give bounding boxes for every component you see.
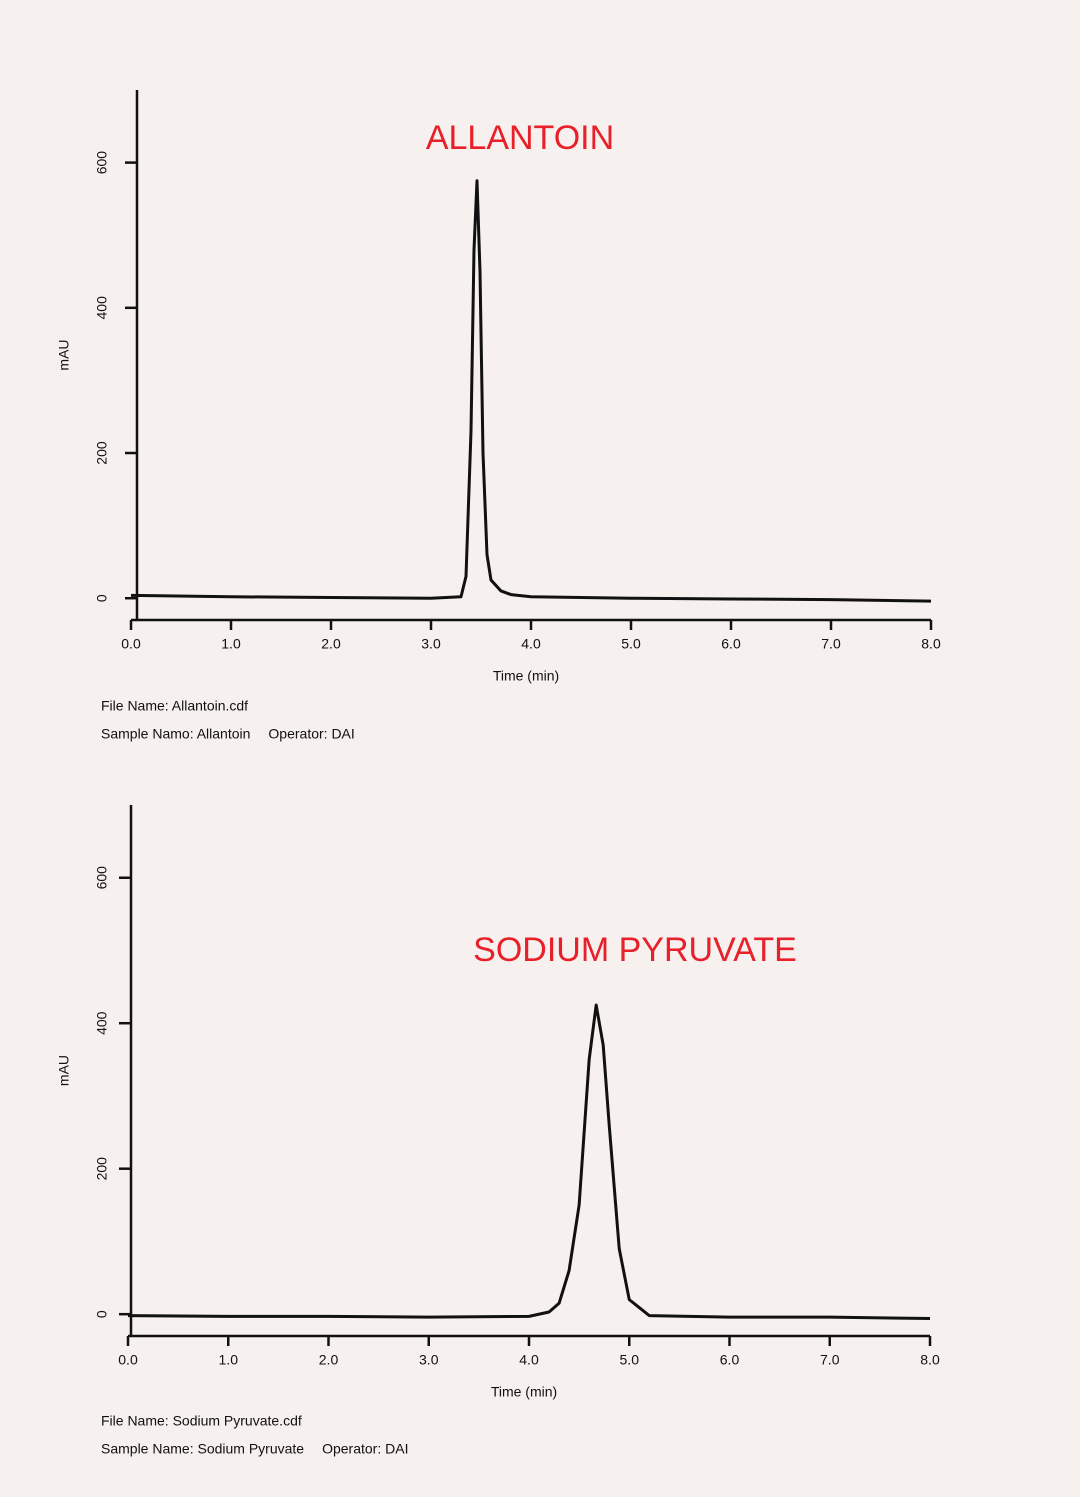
- x-tick-label: 1.0: [221, 636, 241, 652]
- annotation: SODIUM PYRUVATE: [473, 931, 797, 969]
- x-tick-label: 5.0: [621, 636, 641, 652]
- x-tick-label: 3.0: [419, 1352, 439, 1368]
- sample-name: Sample Namo: Allantoin: [101, 726, 250, 742]
- y-tick-label: 200: [94, 441, 110, 465]
- sample-name: Sample Name: Sodium Pyruvate: [101, 1441, 304, 1457]
- y-tick-label: 0: [94, 1310, 110, 1318]
- x-tick-label: 3.0: [421, 636, 441, 652]
- x-tick-label: 0.0: [121, 636, 141, 652]
- y-tick-label: 600: [94, 151, 110, 175]
- chromatogram-line: [127, 1003, 931, 1321]
- y-axis-label: mAU: [56, 339, 72, 370]
- x-tick-label: 6.0: [720, 1352, 740, 1368]
- x-axis-label: Time (min): [493, 668, 559, 684]
- x-tick-label: 5.0: [620, 1352, 640, 1368]
- x-tick-label: 2.0: [321, 636, 341, 652]
- y-tick-label: 0: [94, 594, 110, 602]
- x-tick-label: 1.0: [219, 1352, 239, 1368]
- y-tick-label: 600: [94, 866, 110, 890]
- x-tick-label: 7.0: [821, 636, 841, 652]
- y-axis-label: mAU: [56, 1055, 72, 1086]
- file-name: File Name: Allantoin.cdf: [101, 698, 248, 714]
- x-axis-label: Time (min): [491, 1384, 557, 1400]
- chromatogram-line: [130, 179, 932, 603]
- x-tick-label: 7.0: [820, 1352, 840, 1368]
- x-tick-label: 0.0: [118, 1352, 138, 1368]
- x-tick-label: 8.0: [920, 1352, 940, 1368]
- x-tick-label: 6.0: [721, 636, 741, 652]
- annotation: ALLANTOIN: [426, 119, 614, 157]
- x-tick-label: 4.0: [521, 636, 541, 652]
- x-tick-label: 8.0: [921, 636, 941, 652]
- y-tick-label: 400: [94, 296, 110, 320]
- operator: Operator: DAI: [322, 1441, 408, 1457]
- operator: Operator: DAI: [268, 726, 354, 742]
- y-tick-label: 400: [94, 1011, 110, 1035]
- x-tick-label: 4.0: [519, 1352, 539, 1368]
- file-name: File Name: Sodium Pyruvate.cdf: [101, 1413, 302, 1429]
- x-tick-label: 2.0: [319, 1352, 339, 1368]
- y-tick-label: 200: [94, 1157, 110, 1181]
